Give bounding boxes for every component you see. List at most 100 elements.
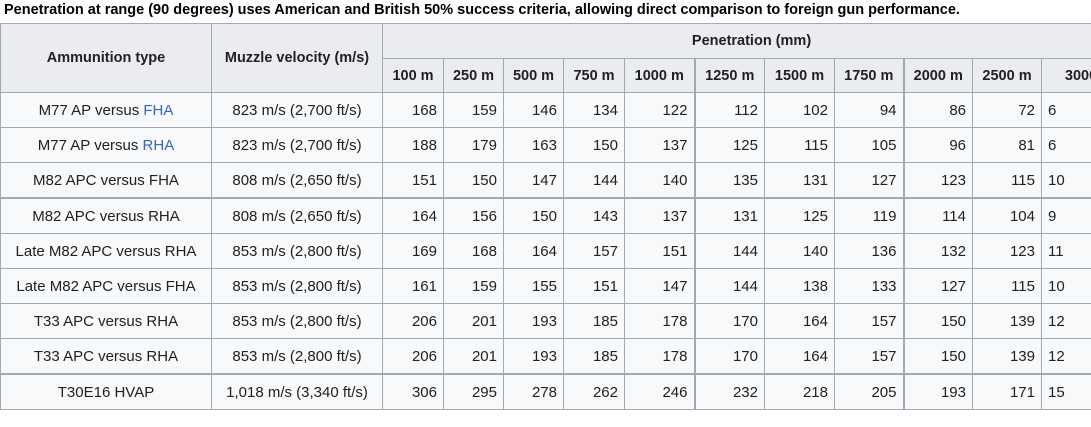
penetration-cell: 246: [624, 373, 696, 410]
ammo-cell: M82 APC versus FHA: [0, 162, 212, 199]
penetration-cell: 115: [972, 162, 1042, 199]
penetration-cell: 147: [624, 268, 696, 304]
penetration-cell: 140: [764, 233, 835, 269]
penetration-cell: 155: [503, 268, 564, 304]
data-row: Late M82 APC versus FHA 853 m/s (2,800 ft…: [0, 268, 1091, 304]
header-range: 500 m: [503, 58, 564, 93]
penetration-cell: 139: [972, 303, 1042, 339]
penetration-cell: 86: [903, 92, 973, 128]
penetration-cell: 12: [1040, 338, 1091, 375]
header-row: 100 m 250 m 500 m 750 m 1000 m 1250 m 1500 m 17…: [1, 58, 1091, 93]
penetration-cell: 12: [1040, 303, 1091, 339]
penetration-cell: 6: [1040, 92, 1091, 128]
penetration-cell: 94: [834, 92, 905, 128]
penetration-cell: 132: [903, 233, 973, 269]
penetration-cell: 205: [834, 373, 905, 410]
caption: Penetration at range (90 degrees) uses A…: [4, 2, 960, 18]
penetration-cell: 170: [694, 338, 765, 375]
penetration-cell: 127: [903, 268, 973, 304]
penetration-cell: 163: [503, 127, 564, 163]
penetration-cell: 114: [903, 197, 973, 234]
penetration-cell: 193: [903, 373, 973, 410]
penetration-cell: 143: [563, 197, 625, 234]
penetration-cell: 119: [834, 197, 905, 234]
penetration-cell: 168: [443, 233, 504, 269]
penetration-cell: 150: [563, 127, 625, 163]
velocity-cell: 823 m/s (2,700 ft/s): [211, 92, 383, 128]
ammo-name: T33 APC versus RHA: [33, 312, 179, 330]
penetration-cell: 125: [764, 197, 835, 234]
penetration-cell: 125: [694, 127, 765, 163]
data-row: M77 AP versus RHA 823 m/s (2,700 ft/s) 188…: [0, 127, 1091, 163]
penetration-cell: 170: [694, 303, 765, 339]
penetration-cell: 140: [624, 162, 696, 199]
penetration-cell: 123: [903, 162, 973, 199]
penetration-cell: 185: [563, 303, 625, 339]
velocity-cell: 853 m/s (2,800 ft/s): [211, 338, 383, 375]
penetration-cell: 164: [503, 233, 564, 269]
penetration-cell: 193: [503, 303, 564, 339]
header-penetration: Penetration (mm): [381, 23, 1091, 59]
penetration-cell: 168: [382, 92, 444, 128]
header-range: 100 m: [382, 58, 444, 93]
penetration-cell: 134: [563, 92, 625, 128]
ammo-name: M82 APC versus RHA: [32, 207, 180, 225]
penetration-cell: 144: [694, 233, 765, 269]
penetration-cell: 115: [764, 127, 835, 163]
header-row: Ammunition type Muzzle velocity (m/s) Pe…: [0, 23, 1091, 93]
velocity-cell: 808 m/s (2,650 ft/s): [211, 162, 383, 199]
penetration-cell: 131: [764, 162, 835, 199]
penetration-cell: 218: [764, 373, 835, 410]
penetration-cell: 164: [764, 303, 835, 339]
ammo-name: T30E16 HVAP: [57, 383, 155, 401]
penetration-cell: 81: [972, 127, 1042, 163]
ammo-cell: T30E16 HVAP: [0, 373, 212, 410]
ammo-name: T33 APC versus RHA: [33, 347, 179, 365]
penetration-cell: 123: [972, 233, 1042, 269]
penetration-cell: 6: [1040, 127, 1091, 163]
penetration-cell: 150: [443, 162, 504, 199]
header-range: 1500 m: [764, 58, 835, 93]
armor-link[interactable]: RHA: [142, 136, 175, 154]
penetration-cell: 193: [503, 338, 564, 375]
penetration-cell: 157: [834, 338, 905, 375]
penetration-cell: 262: [563, 373, 625, 410]
ammo-cell: T33 APC versus RHA: [0, 338, 212, 375]
penetration-cell: 164: [382, 197, 444, 234]
header-range: 2000 m: [903, 58, 973, 93]
penetration-cell: 161: [382, 268, 444, 304]
header-range: 750 m: [563, 58, 625, 93]
penetration-cell: 278: [503, 373, 564, 410]
penetration-cell: 10: [1040, 268, 1091, 304]
data-row: M82 APC versus RHA 808 m/s (2,650 ft/s) 16…: [0, 197, 1091, 234]
ammo-name: Late M82 APC versus RHA: [15, 242, 197, 260]
penetration-cell: 232: [694, 373, 765, 410]
penetration-table: Ammunition type Muzzle velocity (m/s) Pe…: [0, 23, 1091, 410]
header-velocity: Muzzle velocity (m/s): [211, 23, 383, 93]
penetration-cell: 139: [972, 338, 1042, 375]
velocity-cell: 823 m/s (2,700 ft/s): [211, 127, 383, 163]
armor-link[interactable]: FHA: [143, 101, 174, 119]
penetration-cell: 159: [443, 268, 504, 304]
penetration-cell: 157: [563, 233, 625, 269]
ammo-name: Late M82 APC versus FHA: [16, 277, 196, 295]
penetration-cell: 15: [1040, 373, 1091, 410]
penetration-cell: 164: [764, 338, 835, 375]
penetration-cell: 150: [503, 197, 564, 234]
header-range: 1250 m: [694, 58, 765, 93]
ammo-name: M77 AP versus: [37, 136, 139, 154]
penetration-cell: 72: [972, 92, 1042, 128]
penetration-cell: 150: [903, 303, 973, 339]
penetration-cell: 96: [903, 127, 973, 163]
penetration-cell: 112: [694, 92, 765, 128]
data-row: T33 APC versus RHA 853 m/s (2,800 ft/s) 20…: [0, 303, 1091, 339]
header-range: 1750 m: [834, 58, 905, 93]
ammo-name: M77 AP versus: [38, 101, 140, 119]
ammo-cell: M77 AP versus RHA: [0, 127, 212, 163]
data-row: Late M82 APC versus RHA 853 m/s (2,800 ft…: [0, 233, 1091, 269]
penetration-cell: 151: [563, 268, 625, 304]
penetration-cell: 188: [382, 127, 444, 163]
penetration-cell: 104: [972, 197, 1042, 234]
penetration-cell: 295: [443, 373, 504, 410]
